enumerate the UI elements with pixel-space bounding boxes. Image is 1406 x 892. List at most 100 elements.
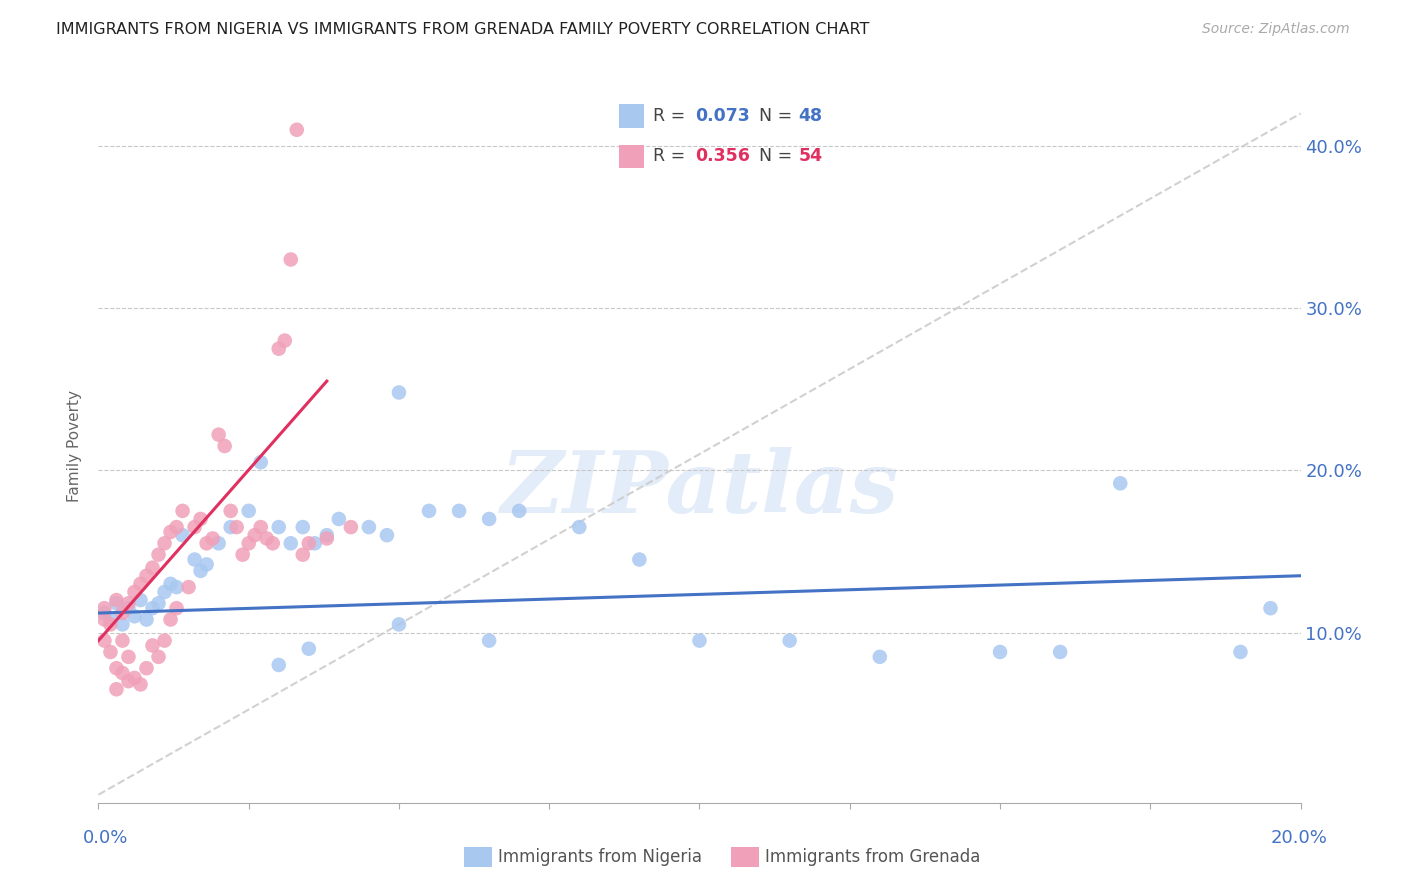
Text: 0.0%: 0.0% (83, 830, 128, 847)
Point (105, 593, 128, 607)
Text: 48: 48 (799, 107, 823, 125)
Point (153, 536, 176, 550)
Point (148, 649, 170, 664)
Point (117, 674, 139, 689)
Point (291, 548, 314, 562)
Point (111, 606, 134, 620)
Point (190, 564, 212, 578)
Point (100, 617, 122, 632)
Point (478, 512, 501, 526)
Point (1109, 476, 1132, 491)
Text: Source: ZipAtlas.com: Source: ZipAtlas.com (1202, 22, 1350, 37)
Text: N =: N = (759, 107, 799, 125)
Point (117, 649, 139, 664)
Point (105, 661, 128, 675)
Point (177, 580, 200, 594)
Point (117, 596, 139, 610)
Point (779, 633, 801, 648)
Text: N =: N = (759, 147, 799, 165)
Point (201, 532, 224, 546)
Point (315, 528, 337, 542)
Point (298, 641, 321, 656)
Point (508, 504, 530, 518)
Point (166, 601, 188, 615)
Point (447, 504, 470, 518)
Text: IMMIGRANTS FROM NIGERIA VS IMMIGRANTS FROM GRENADA FAMILY POVERTY CORRELATION CH: IMMIGRANTS FROM NIGERIA VS IMMIGRANTS FR… (56, 22, 870, 37)
Point (208, 536, 231, 550)
Point (166, 520, 188, 534)
Point (249, 520, 271, 534)
Point (183, 520, 205, 534)
Point (172, 504, 194, 518)
Point (219, 520, 242, 534)
Point (1049, 645, 1071, 659)
Point (129, 593, 152, 607)
Point (267, 657, 290, 672)
Point (267, 520, 290, 534)
Point (285, 122, 308, 136)
Point (148, 596, 170, 610)
Point (1260, 601, 1282, 615)
Point (166, 580, 188, 594)
Point (195, 536, 218, 550)
Point (183, 552, 205, 566)
Point (117, 601, 139, 615)
Point (111, 617, 134, 632)
FancyBboxPatch shape (619, 103, 644, 128)
Point (267, 342, 290, 356)
Point (124, 585, 146, 599)
Point (105, 596, 128, 610)
Point (628, 552, 651, 566)
Point (172, 528, 194, 542)
Point (135, 613, 157, 627)
Point (298, 536, 321, 550)
Point (375, 528, 398, 542)
Point (249, 455, 271, 469)
Point (135, 568, 157, 582)
Text: Immigrants from Nigeria: Immigrants from Nigeria (498, 848, 702, 866)
Point (93, 613, 115, 627)
Point (159, 577, 181, 591)
Point (93, 601, 115, 615)
Text: ZIPatlas: ZIPatlas (501, 447, 898, 531)
Point (869, 649, 891, 664)
Point (93, 606, 115, 620)
Point (190, 512, 212, 526)
Point (208, 427, 231, 442)
Point (111, 633, 134, 648)
Text: 0.356: 0.356 (696, 147, 751, 165)
Point (141, 639, 163, 653)
Point (340, 520, 363, 534)
Point (328, 512, 350, 526)
Point (141, 601, 163, 615)
Point (315, 532, 337, 546)
Point (225, 520, 247, 534)
Point (124, 609, 146, 624)
Point (148, 548, 170, 562)
Point (232, 548, 254, 562)
Point (105, 682, 128, 697)
Point (159, 524, 181, 539)
Point (274, 334, 297, 348)
Point (280, 536, 302, 550)
Point (141, 560, 163, 574)
Text: 0.073: 0.073 (696, 107, 749, 125)
Point (280, 252, 302, 267)
Point (214, 439, 236, 453)
Point (243, 528, 266, 542)
Point (100, 645, 122, 659)
Point (153, 633, 176, 648)
Point (111, 666, 134, 681)
Point (1229, 645, 1251, 659)
FancyBboxPatch shape (619, 145, 644, 169)
Point (568, 520, 591, 534)
Point (238, 504, 260, 518)
Point (262, 536, 284, 550)
Point (195, 558, 218, 572)
Text: 20.0%: 20.0% (1271, 830, 1327, 847)
Point (689, 633, 711, 648)
Point (256, 532, 278, 546)
Point (418, 504, 440, 518)
Point (100, 613, 122, 627)
Y-axis label: Family Poverty: Family Poverty (67, 390, 83, 502)
